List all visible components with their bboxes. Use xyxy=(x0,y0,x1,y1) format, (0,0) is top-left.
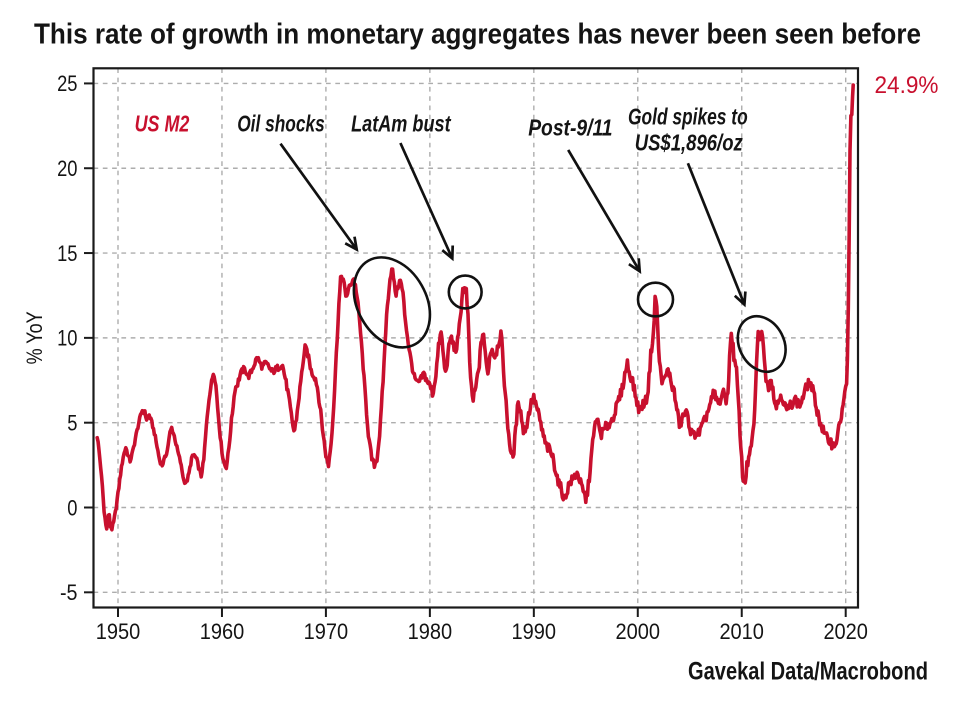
svg-text:-5: -5 xyxy=(60,580,78,605)
svg-text:Oil shocks: Oil shocks xyxy=(237,110,325,136)
svg-text:Gavekal Data/Macrobond: Gavekal Data/Macrobond xyxy=(688,658,928,686)
svg-text:5: 5 xyxy=(67,411,77,436)
svg-text:Post-9/11: Post-9/11 xyxy=(528,114,612,140)
svg-text:2000: 2000 xyxy=(616,619,661,644)
svg-text:2020: 2020 xyxy=(823,619,868,644)
svg-text:US M2: US M2 xyxy=(135,110,190,136)
svg-text:1960: 1960 xyxy=(200,619,245,644)
svg-text:10: 10 xyxy=(57,326,77,351)
svg-text:LatAm bust: LatAm bust xyxy=(351,110,452,136)
svg-text:2010: 2010 xyxy=(719,619,764,644)
svg-text:25: 25 xyxy=(57,71,77,96)
svg-text:1980: 1980 xyxy=(408,619,453,644)
svg-text:This rate of growth in monetar: This rate of growth in monetary aggregat… xyxy=(34,19,921,51)
svg-text:1950: 1950 xyxy=(96,619,141,644)
svg-text:1970: 1970 xyxy=(304,619,349,644)
svg-text:US$1,896/oz: US$1,896/oz xyxy=(635,129,743,155)
svg-text:% YoY: % YoY xyxy=(22,311,47,364)
svg-text:15: 15 xyxy=(57,241,77,266)
svg-text:Gold spikes to: Gold spikes to xyxy=(628,104,748,130)
svg-text:24.9%: 24.9% xyxy=(875,72,939,99)
svg-text:1990: 1990 xyxy=(512,619,557,644)
svg-text:0: 0 xyxy=(67,495,77,520)
svg-text:20: 20 xyxy=(57,156,77,181)
